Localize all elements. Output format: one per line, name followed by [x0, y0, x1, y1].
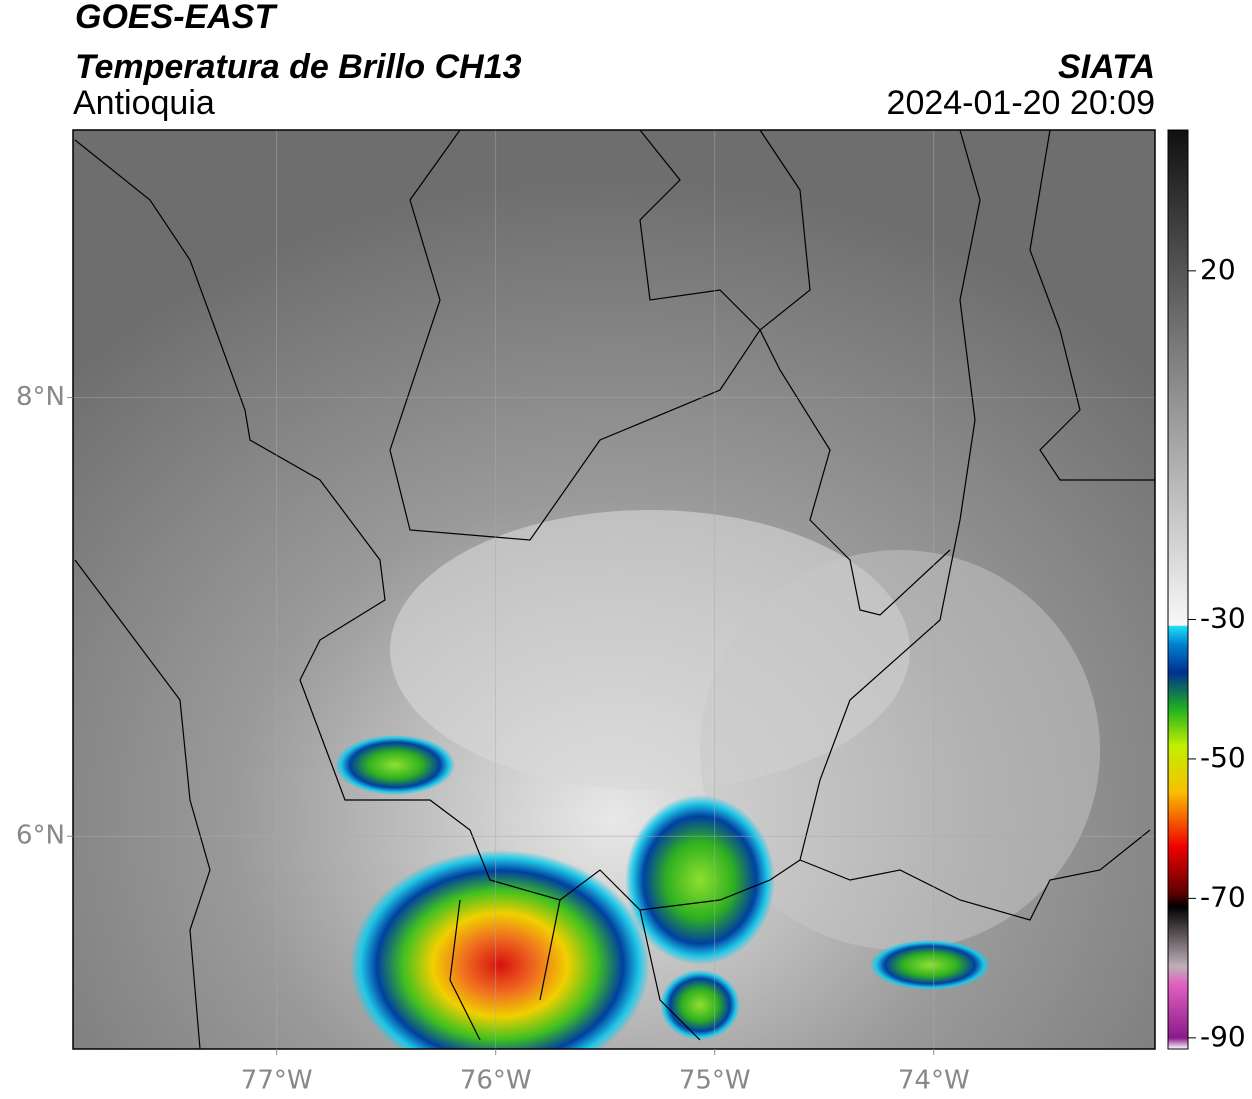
x-tick-label: 75°W — [679, 1066, 751, 1096]
source: SIATA — [1058, 48, 1155, 86]
convection — [870, 940, 990, 990]
convection — [335, 735, 455, 795]
colorbar-tick-label: -90 — [1200, 1020, 1246, 1053]
map-area — [73, 130, 1155, 1049]
borders — [74, 130, 1155, 1049]
x-tick-label: 77°W — [241, 1066, 313, 1096]
colorbar-tick-label: -30 — [1200, 601, 1246, 634]
map-frame — [72, 129, 1156, 1050]
x-tick-label: 74°W — [898, 1066, 970, 1096]
colorbar-tick-label: -70 — [1200, 880, 1246, 913]
subtitle: Temperatura de Brillo CH13 — [75, 48, 522, 86]
datetime: 2024-01-20 20:09 — [887, 84, 1155, 122]
colorbar-tick-label: 20 — [1200, 253, 1236, 286]
title: GOES-EAST — [75, 0, 278, 36]
y-tick-label: 8°N — [16, 382, 65, 412]
graticule — [73, 130, 1155, 1049]
convection — [660, 970, 740, 1040]
cloud — [700, 550, 1100, 950]
region: Antioquia — [73, 84, 215, 122]
convection — [350, 850, 650, 1049]
colorbar-tick-label: -50 — [1200, 741, 1246, 774]
convection — [625, 795, 775, 965]
colorbar — [1167, 129, 1189, 1050]
y-tick-label: 6°N — [16, 821, 65, 851]
x-tick-label: 76°W — [460, 1066, 532, 1096]
